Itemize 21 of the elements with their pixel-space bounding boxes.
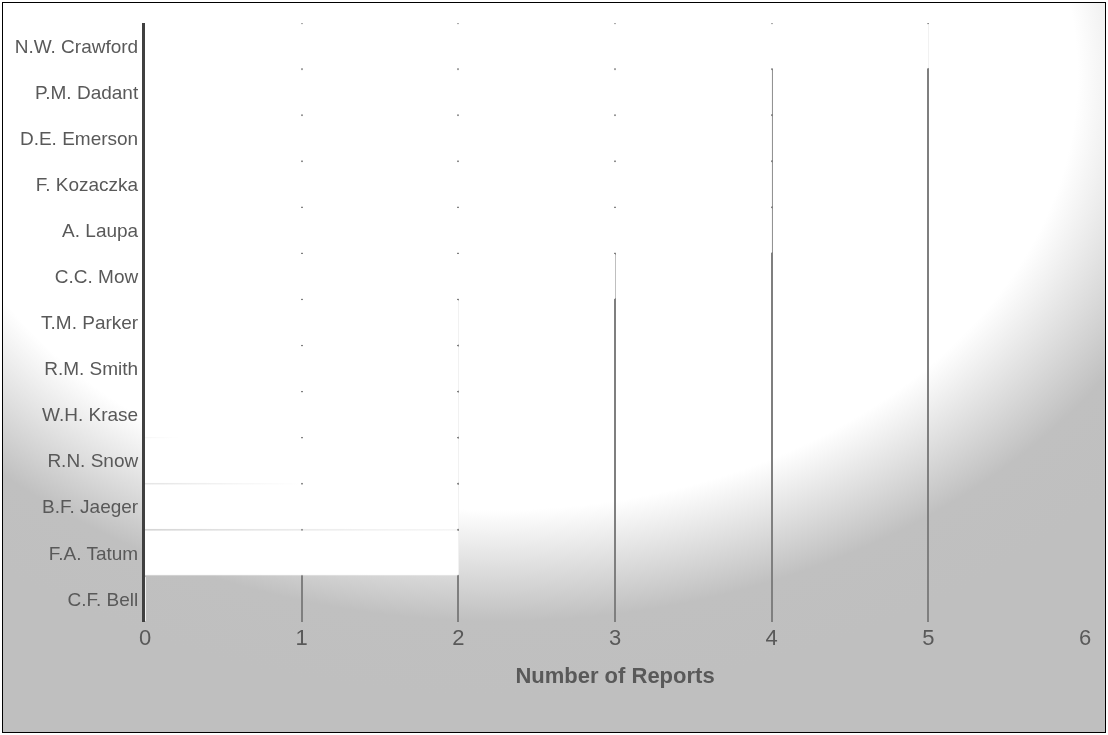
y-tick-label: R.N. Snow <box>47 450 139 472</box>
x-axis-title: Number of Reports <box>515 662 715 688</box>
x-tick-label: 0 <box>138 625 152 650</box>
x-tick-label: 2 <box>452 625 465 650</box>
y-tick-label: N.W. Crawford <box>14 35 139 57</box>
y-tick-label: W.H. Krase <box>42 404 139 426</box>
x-tick-label: 6 <box>1078 625 1092 650</box>
x-tick-label: 4 <box>765 625 778 650</box>
y-tick-label: R.M. Smith <box>44 358 139 380</box>
y-tick-label: T.M. Parker <box>41 312 139 334</box>
x-tick-label: 1 <box>295 625 308 650</box>
y-tick-label: F. Kozaczka <box>35 173 139 195</box>
y-tick-label: D.E. Emerson <box>19 127 139 149</box>
y-tick-label: C.C. Mow <box>54 266 139 288</box>
y-tick-label: B.F. Jaeger <box>42 496 139 518</box>
x-tick-label: 3 <box>608 625 622 650</box>
y-tick-label: P.M. Dadant <box>35 81 139 103</box>
x-tick-label: 5 <box>922 625 935 650</box>
y-tick-label: C.F. Bell <box>67 588 139 610</box>
y-tick-label: F.A. Tatum <box>48 542 139 564</box>
y-tick-label: A. Laupa <box>62 220 139 241</box>
